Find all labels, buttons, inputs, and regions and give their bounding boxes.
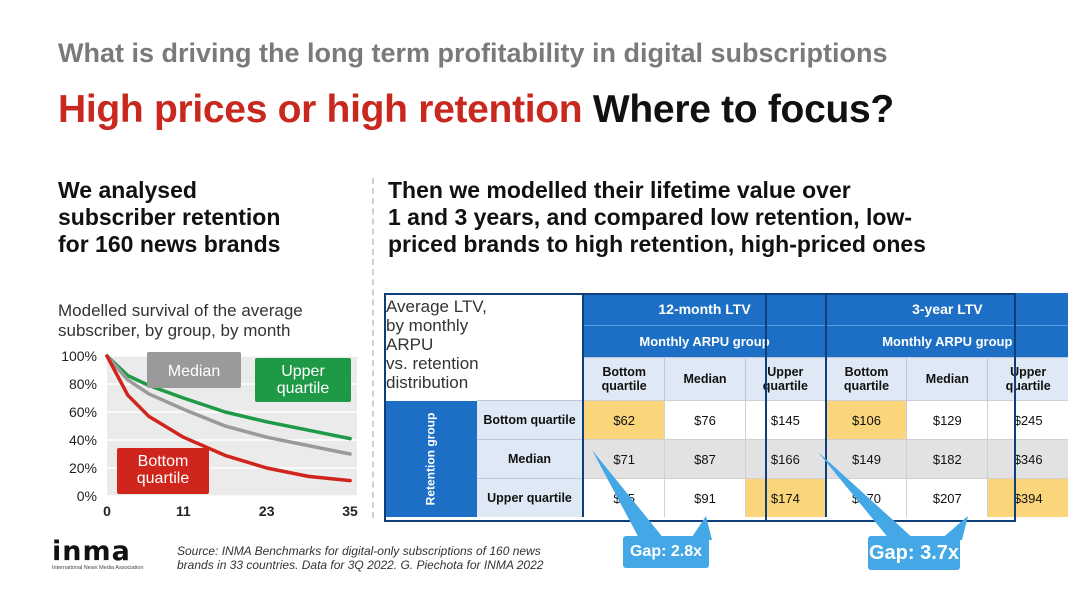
table-description-line: Average LTV, [386, 297, 487, 316]
series-line-bottom-quartile [105, 354, 352, 483]
headline-red: High prices or high retention [58, 88, 583, 131]
gap-pointer-3-year-upper [940, 516, 968, 540]
x-tick-label: 11 [176, 503, 191, 519]
series-label-box [147, 352, 241, 388]
left-subtitle-line: We analysed [58, 177, 197, 203]
gap-pointer-3-year [818, 452, 915, 540]
y-tick-label: 40% [69, 432, 97, 448]
column-divider [372, 178, 374, 518]
table-cell-highlight: $394 [987, 478, 1068, 517]
table-description-line: distribution [386, 373, 469, 392]
table-cell: $76 [664, 400, 746, 440]
table-cell: $87 [664, 439, 746, 479]
table-cell-highlight: $62 [582, 400, 665, 440]
column-header: Upper quartile [744, 357, 826, 401]
table-description-line: by monthly [386, 316, 469, 335]
source-note: Source: INMA Benchmarks for digital-only… [177, 544, 607, 572]
y-tick-label: 0% [77, 488, 97, 504]
kicker-title: What is driving the long term profitabil… [58, 38, 888, 68]
y-tick-label: 100% [61, 348, 97, 364]
x-tick-label: 35 [342, 503, 358, 519]
right-subtitle: Then we modelled their lifetime value ov… [388, 177, 1048, 258]
subheader-arpu-12-month: Monthly ARPU group [582, 325, 826, 358]
ltv-table: 12-month LTV 3-year LTV Monthly ARPU gro… [384, 293, 1068, 517]
series-label-box [255, 358, 351, 402]
left-subtitle: We analysed subscriber retention for 160… [58, 177, 358, 258]
series-label: quartile [277, 380, 330, 397]
chart-description: Modelled survival of the average subscri… [58, 301, 358, 341]
subheader-arpu-3-year: Monthly ARPU group [824, 325, 1068, 358]
table-row: Median $71 $87 $166 $149 $182 $346 [384, 439, 1068, 479]
table-cell: $91 [664, 478, 746, 517]
series-label: Bottom [138, 453, 189, 470]
table-description-line: ARPU [386, 335, 434, 354]
table-description: Average LTV, by monthly ARPU vs. retenti… [386, 297, 516, 392]
table-cell: $75 [582, 478, 665, 517]
chart-description-line: Modelled survival of the average [58, 301, 303, 320]
source-line: brands in 33 countries. Data for 3Q 2022… [177, 558, 544, 572]
x-tick-label: 0 [103, 503, 111, 519]
logo-tagline: International News Media Association [52, 565, 144, 571]
series-label: quartile [137, 470, 190, 487]
row-header: Upper quartile [476, 478, 584, 517]
gap-callout-12-month: Gap: 2.8x [623, 536, 709, 568]
y-tick-label: 80% [69, 376, 97, 392]
column-header: Bottom quartile [824, 357, 907, 401]
column-header: Median [664, 357, 746, 401]
headline-black: Where to focus? [592, 88, 894, 131]
chart-description-line: subscriber, by group, by month [58, 321, 291, 340]
table-cell: $182 [906, 439, 988, 479]
inma-logo: inma International News Media Associatio… [52, 538, 160, 572]
group-header-3-year: 3-year LTV [824, 293, 1068, 326]
y-tick-label: 60% [69, 404, 97, 420]
gap-pointer-12-month [592, 450, 665, 540]
right-subtitle-line: Then we modelled their lifetime value ov… [388, 177, 851, 203]
headline: High prices or high retention Where to f… [58, 88, 894, 132]
source-line: Source: INMA Benchmarks for digital-only… [177, 544, 541, 558]
series-label: Median [168, 363, 220, 380]
left-subtitle-line: for 160 news brands [58, 231, 281, 257]
logo-wordmark: inma [52, 536, 131, 567]
column-header: Median [906, 357, 988, 401]
table-cell: $346 [987, 439, 1068, 479]
table-cell: $207 [906, 478, 988, 517]
x-tick-label: 23 [259, 503, 275, 519]
row-group-label: Retention group [384, 400, 477, 517]
left-subtitle-line: subscriber retention [58, 204, 281, 230]
column-header: Upper quartile [987, 357, 1068, 401]
right-subtitle-line: priced brands to high retention, high-pr… [388, 231, 926, 257]
series-label-box [117, 448, 209, 494]
table-cell: $129 [906, 400, 988, 440]
table-cell: $149 [824, 439, 907, 479]
column-header: Bottom quartile [582, 357, 665, 401]
table-row: Upper quartile $75 $91 $174 $170 $207 $3… [384, 478, 1068, 517]
table-cell: $145 [744, 400, 826, 440]
table-cell: $71 [582, 439, 665, 479]
gap-callout-3-year: Gap: 3.7x [868, 536, 960, 570]
row-header: Bottom quartile [476, 400, 584, 440]
table-description-line: vs. retention [386, 354, 479, 373]
table-cell: $166 [744, 439, 826, 479]
gap-pointer-12-month-upper [690, 516, 712, 540]
row-header: Median [476, 439, 584, 479]
table-cell: $245 [987, 400, 1068, 440]
y-tick-label: 20% [69, 460, 97, 476]
series-line-median [105, 354, 352, 456]
table-row: Retention group Bottom quartile $62 $76 … [384, 400, 1068, 517]
survival-chart: 100%80%60%40%20%0%0 11 23 35UpperquartileMe… [61, 348, 358, 519]
right-subtitle-line: 1 and 3 years, and compared low retentio… [388, 204, 913, 230]
table-cell-highlight: $174 [744, 478, 826, 517]
series-line-upper-quartile [105, 354, 352, 441]
series-label: Upper [281, 363, 325, 380]
table-cell-highlight: $106 [824, 400, 907, 440]
group-header-12-month: 12-month LTV [582, 293, 826, 326]
